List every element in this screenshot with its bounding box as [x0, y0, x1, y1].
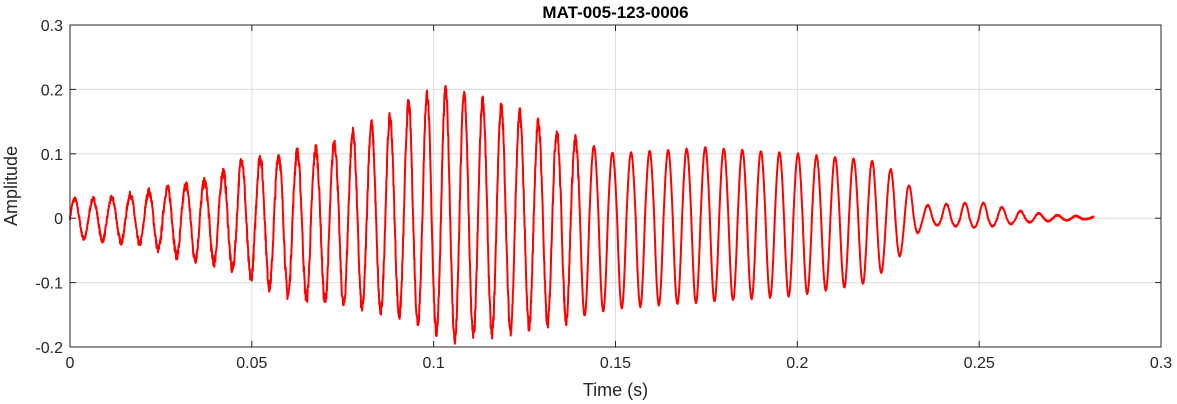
x-tick-label: 0.15	[600, 355, 631, 372]
y-tick-label: -0.2	[35, 340, 63, 357]
y-tick-label: 0.2	[41, 82, 63, 99]
x-tick-label: 0.1	[423, 355, 445, 372]
series-layer	[69, 84, 1095, 345]
y-tick-label: 0.3	[41, 18, 63, 35]
chart-title: MAT-005-123-0006	[542, 3, 688, 22]
x-tick-label: 0.05	[236, 355, 267, 372]
x-tick-label: 0.25	[964, 355, 995, 372]
y-axis-label: Amplitude	[1, 146, 21, 226]
x-tick-label: 0.2	[786, 355, 808, 372]
series-line-0	[69, 84, 1095, 345]
x-tick-label: 0.3	[1150, 355, 1172, 372]
y-tick-label: -0.1	[35, 276, 63, 293]
x-tick-label: 0	[66, 355, 75, 372]
y-axis: -0.2 -0.1 0 0.1 0.2 0.3	[35, 18, 1161, 357]
x-axis: 0 0.05 0.1 0.15 0.2 0.25 0.3	[66, 25, 1172, 372]
y-tick-label: 0.1	[41, 147, 63, 164]
x-axis-label: Time (s)	[583, 380, 648, 400]
y-tick-label: 0	[54, 211, 63, 228]
